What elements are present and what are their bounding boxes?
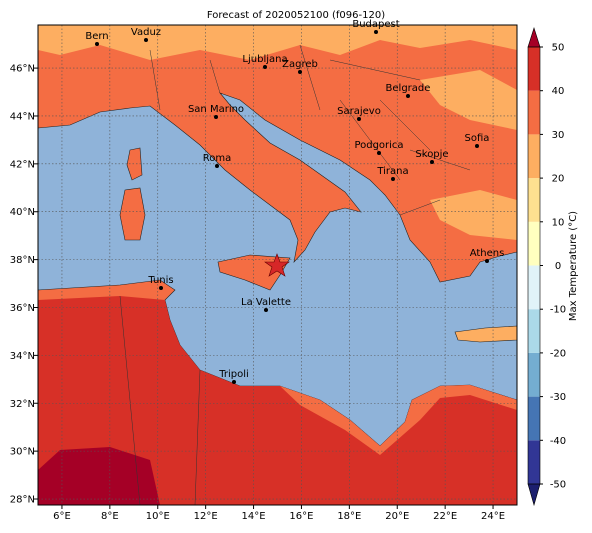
colorbar-segment [528, 47, 540, 91]
city-label: Podgorica [354, 140, 403, 151]
city-dot [232, 380, 236, 384]
city-label: Belgrade [386, 83, 431, 94]
city-label: Budapest [352, 19, 399, 30]
colorbar-tick-label: -30 [550, 392, 566, 403]
colorbar-segment [528, 134, 540, 179]
x-tick-label: 18°E [337, 511, 361, 522]
x-tick-label: 16°E [289, 511, 313, 522]
colorbar-segment [528, 352, 540, 397]
colorbar-tick-label: 30 [552, 130, 565, 141]
colorbar-tick-label: -40 [550, 436, 566, 447]
city-label: Roma [203, 153, 232, 164]
city-label: Skopje [415, 149, 448, 160]
city-label: Athens [470, 248, 505, 259]
colorbar-under [527, 483, 541, 507]
corsica [126, 147, 143, 181]
x-tick-label: 6°E [53, 511, 71, 522]
colorbar-segment [528, 309, 540, 353]
y-tick-label: 34°N [10, 351, 35, 362]
city-dot [391, 177, 395, 181]
colorbar-tick-label: 50 [552, 43, 565, 54]
city-dot [215, 164, 219, 168]
city-label: Tirana [376, 166, 408, 177]
city-label: Ljubljana [242, 54, 287, 65]
y-tick-label: 28°N [10, 495, 35, 506]
y-tick-label: 46°N [10, 64, 35, 75]
city-label: Zagreb [282, 59, 318, 70]
location-star [264, 253, 290, 277]
colorbar-tick-label: 10 [552, 217, 565, 228]
city-label: Vaduz [131, 27, 161, 38]
colorbar-over [527, 27, 541, 48]
y-tick-label: 36°N [10, 303, 35, 314]
crete [454, 325, 517, 343]
y-tick-label: 32°N [10, 399, 35, 410]
city-dot [374, 30, 378, 34]
city-dot [357, 117, 361, 121]
colorbar-tick-label: -50 [550, 480, 566, 491]
city-dot [406, 94, 410, 98]
y-tick-label: 30°N [10, 447, 35, 458]
x-tick-label: 14°E [242, 511, 266, 522]
y-tick-label: 40°N [10, 207, 35, 218]
colorbar-tick-label: 40 [552, 86, 565, 97]
colorbar-segment [528, 178, 540, 222]
colorbar-label: Max Temperature (°C) [568, 211, 579, 321]
colorbar-tick-label: -10 [550, 305, 566, 316]
city-dot [485, 259, 489, 263]
city-label: Sofia [465, 133, 490, 144]
city-dot [214, 115, 218, 119]
city-dot [298, 70, 302, 74]
borders [119, 44, 471, 505]
colorbar-segment [528, 221, 540, 266]
city-dot [430, 160, 434, 164]
city-dot [377, 151, 381, 155]
city-dot [95, 42, 99, 46]
colorbar-segment [528, 440, 540, 484]
colorbar-tick-label: 20 [552, 174, 565, 185]
city-dot [159, 286, 163, 290]
x-tick-label: 24°E [481, 511, 505, 522]
city-label: San Marino [188, 104, 244, 115]
land-warm-patch [430, 190, 517, 240]
y-tick-label: 38°N [10, 255, 35, 266]
x-tick-label: 22°E [433, 511, 457, 522]
x-tick-label: 10°E [146, 511, 170, 522]
title: Forecast of 2020052100 (f096-120) [207, 10, 385, 21]
y-tick-label: 44°N [10, 111, 35, 122]
colorbar-segment [528, 396, 540, 441]
city-label: La Valette [241, 297, 291, 308]
city-label: Tunis [147, 275, 173, 286]
x-tick-label: 12°E [194, 511, 218, 522]
city-label: Sarajevo [337, 106, 381, 117]
map-frame [37, 24, 518, 506]
city-dot [264, 308, 268, 312]
city-label: Tripoli [218, 369, 249, 380]
city-dot [144, 38, 148, 42]
city-dot [263, 65, 267, 69]
map-area [38, 25, 517, 505]
x-tick-label: 20°E [385, 511, 409, 522]
africa-hot-patch [38, 447, 160, 505]
colorbar-segment [528, 90, 540, 135]
sardinia [119, 187, 146, 241]
city-dot [475, 144, 479, 148]
colorbar-tick-label: 0 [555, 261, 561, 272]
colorbar-segment [528, 265, 540, 310]
land-warm-patch [38, 25, 517, 60]
city-label: Bern [85, 31, 108, 42]
x-tick-label: 8°E [101, 511, 119, 522]
coastal-band [280, 385, 517, 455]
colorbar-tick-label: -20 [550, 348, 566, 359]
y-tick-label: 42°N [10, 159, 35, 170]
